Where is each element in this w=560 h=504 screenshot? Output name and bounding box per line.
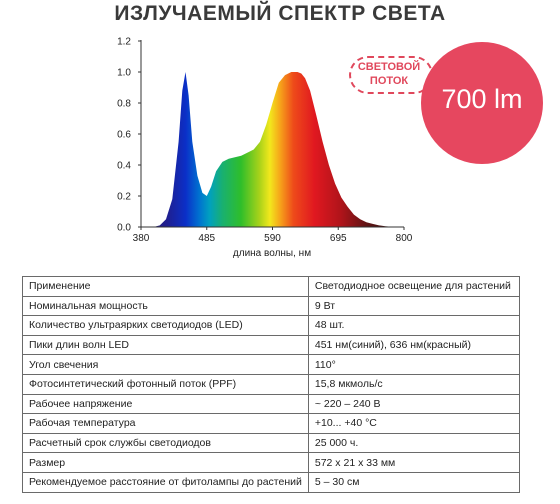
spec-value-cell: ~ 220 – 240 В (307, 393, 521, 415)
x-axis-label: длина волны, нм (233, 248, 311, 259)
x-tick-label: 485 (198, 233, 215, 244)
table-row: Рабочая температура +10... +40 °C (22, 413, 521, 434)
table-row: Рабочее напряжение ~ 220 – 240 В (22, 393, 521, 415)
spectrum-area (153, 72, 398, 227)
table-row: Расчетный срок службы светодиодов 25 000 … (22, 432, 521, 454)
spec-name-cell: Рабочая температура (22, 413, 309, 434)
x-axis-ticks: 380 485 590 695 800 (133, 227, 413, 244)
spec-value-cell: 451 нм(синий), 636 нм(красный) (307, 334, 521, 356)
spec-name-cell: Количество ультраярких светодиодов (LED) (22, 315, 309, 336)
x-tick-label: 590 (264, 233, 281, 244)
spec-value-cell: 110° (307, 354, 521, 375)
spec-name-cell: Угол свечения (22, 354, 309, 375)
table-row: Размер 572 х 21 х 33 мм (22, 452, 521, 473)
table-row: Применение Светодиодное освещение для рас… (22, 276, 521, 297)
spec-name-cell: Размер (22, 452, 309, 473)
table-row: Рекомендуемое расстояние от фитолампы до… (22, 471, 521, 493)
spec-name-cell: Расчетный срок службы светодиодов (22, 432, 309, 454)
specifications-table: Применение Светодиодное освещение для рас… (22, 276, 521, 493)
y-tick-label: 0.2 (117, 192, 131, 203)
y-tick-label: 0.8 (117, 99, 131, 110)
spec-value-cell: 9 Вт (307, 295, 521, 317)
y-tick-label: 0.6 (117, 130, 131, 141)
luminous-flux-circle (421, 42, 543, 164)
spec-name-cell: Рекомендуемое расстояние от фитолампы до… (22, 471, 309, 493)
table-row: Номинальная мощность 9 Вт (22, 295, 521, 317)
luminous-flux-label: Световой поток (357, 61, 421, 87)
table-row: Фотосинтетический фотонный поток (PPF) 15… (22, 373, 521, 395)
spec-name-cell: Применение (22, 276, 309, 297)
spec-value-cell: 48 шт. (307, 315, 521, 336)
y-tick-label: 0.0 (117, 223, 131, 234)
luminous-flux-value: 700 lm (441, 84, 523, 114)
spec-name-cell: Пики длин волн LED (22, 334, 309, 356)
spec-value-cell: 15,8 мкмоль/с (307, 373, 521, 395)
table-row: Угол свечения 110° (22, 354, 521, 375)
x-tick-label: 800 (396, 233, 413, 244)
y-tick-label: 0.4 (117, 161, 131, 172)
y-axis-ticks: 0.0 0.2 0.4 0.6 0.8 1.0 1.2 (117, 37, 141, 234)
table-row: Количество ультраярких светодиодов (LED)… (22, 315, 521, 336)
table-row: Пики длин волн LED 451 нм(синий), 636 нм(… (22, 334, 521, 356)
spec-value-cell: 25 000 ч. (307, 432, 521, 454)
x-tick-label: 695 (330, 233, 347, 244)
spec-name-cell: Фотосинтетический фотонный поток (PPF) (22, 373, 309, 395)
spec-value-cell: 5 – 30 см (307, 471, 521, 493)
spec-name-cell: Номинальная мощность (22, 295, 309, 317)
chart-title: ИЗЛУЧАЕМЫЙ СПЕКТР СВЕТА (114, 2, 446, 25)
spec-value-cell: Светодиодное освещение для растений (307, 276, 521, 297)
spec-name-cell: Рабочее напряжение (22, 393, 309, 415)
spectrum-chart: 0.0 0.2 0.4 0.6 0.8 1.0 1.2 380 485 590 695 800 дл… (117, 37, 413, 260)
spec-value-cell: +10... +40 °C (307, 413, 521, 434)
spec-value-cell: 572 х 21 х 33 мм (307, 452, 521, 473)
y-tick-label: 1.0 (117, 68, 131, 79)
x-tick-label: 380 (133, 233, 150, 244)
y-tick-label: 1.2 (117, 37, 131, 48)
